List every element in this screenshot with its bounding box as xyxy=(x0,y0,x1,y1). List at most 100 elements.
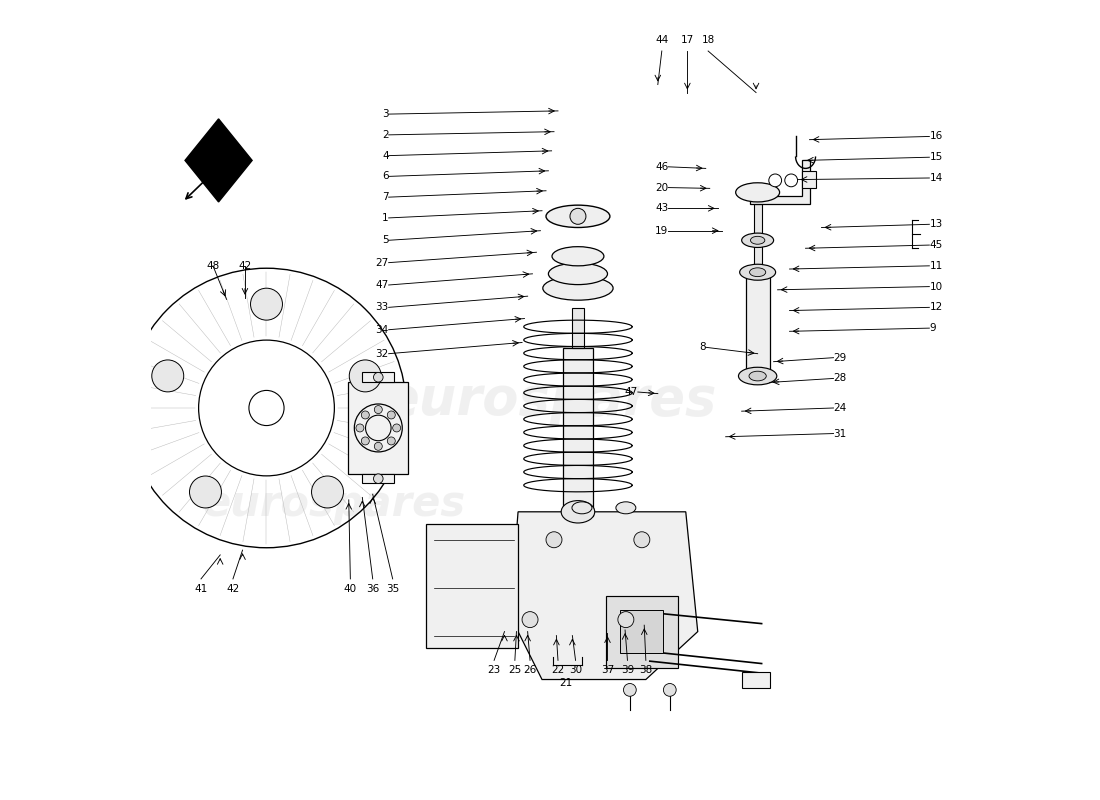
Text: 10: 10 xyxy=(930,282,943,291)
Ellipse shape xyxy=(552,246,604,266)
Text: 5: 5 xyxy=(382,235,388,246)
Bar xyxy=(620,610,663,653)
Text: 36: 36 xyxy=(366,584,379,594)
Bar xyxy=(802,170,816,188)
Text: 13: 13 xyxy=(930,219,943,230)
Text: 39: 39 xyxy=(620,665,634,675)
Text: 46: 46 xyxy=(654,162,668,172)
Ellipse shape xyxy=(546,205,609,227)
Text: 44: 44 xyxy=(656,34,669,45)
Text: 26: 26 xyxy=(524,665,537,675)
Circle shape xyxy=(624,683,636,696)
Text: 30: 30 xyxy=(569,665,582,675)
Circle shape xyxy=(361,437,370,445)
Ellipse shape xyxy=(736,182,780,202)
Circle shape xyxy=(387,411,395,419)
Ellipse shape xyxy=(738,367,777,385)
Text: 33: 33 xyxy=(375,302,388,312)
Text: 14: 14 xyxy=(930,173,943,183)
Circle shape xyxy=(361,411,370,419)
Bar xyxy=(563,348,593,516)
Circle shape xyxy=(374,406,383,414)
Polygon shape xyxy=(510,512,697,679)
Text: 27: 27 xyxy=(375,258,388,268)
Ellipse shape xyxy=(749,268,766,277)
Text: 21: 21 xyxy=(559,678,573,688)
Ellipse shape xyxy=(741,233,773,247)
Circle shape xyxy=(570,208,586,224)
Text: 18: 18 xyxy=(702,34,715,45)
Text: 24: 24 xyxy=(834,403,847,413)
Text: 12: 12 xyxy=(930,302,943,312)
Text: 15: 15 xyxy=(930,152,943,162)
Circle shape xyxy=(311,476,343,508)
Bar xyxy=(606,596,678,667)
Polygon shape xyxy=(750,161,810,204)
Circle shape xyxy=(618,612,634,628)
Text: 38: 38 xyxy=(639,665,652,675)
Circle shape xyxy=(634,532,650,548)
Text: 16: 16 xyxy=(930,131,943,142)
Circle shape xyxy=(663,683,676,696)
Polygon shape xyxy=(426,524,518,647)
Circle shape xyxy=(152,360,184,392)
Text: 48: 48 xyxy=(207,261,220,271)
Text: 2: 2 xyxy=(382,130,388,140)
Text: 45: 45 xyxy=(930,240,943,250)
Text: 9: 9 xyxy=(930,323,936,333)
Circle shape xyxy=(374,442,383,450)
Text: eurospares: eurospares xyxy=(202,483,466,525)
Text: 41: 41 xyxy=(195,584,208,594)
Text: 11: 11 xyxy=(930,261,943,271)
Ellipse shape xyxy=(542,276,613,300)
Ellipse shape xyxy=(549,263,607,285)
Text: 47: 47 xyxy=(625,387,638,397)
Text: eurospares: eurospares xyxy=(383,374,717,426)
Text: 42: 42 xyxy=(239,261,252,271)
Text: 7: 7 xyxy=(382,192,388,202)
Bar xyxy=(754,204,761,272)
Bar xyxy=(362,373,394,382)
Text: 17: 17 xyxy=(681,34,694,45)
Ellipse shape xyxy=(739,264,776,280)
Circle shape xyxy=(784,174,798,186)
Polygon shape xyxy=(741,671,770,687)
Text: 37: 37 xyxy=(601,665,614,675)
Text: 4: 4 xyxy=(382,150,388,161)
Text: 19: 19 xyxy=(654,226,668,236)
Circle shape xyxy=(374,474,383,483)
Text: 31: 31 xyxy=(834,429,847,438)
Text: 23: 23 xyxy=(487,665,500,675)
Polygon shape xyxy=(185,119,252,202)
Text: 20: 20 xyxy=(656,182,668,193)
Ellipse shape xyxy=(750,236,764,244)
Circle shape xyxy=(374,373,383,382)
Circle shape xyxy=(522,612,538,628)
Bar xyxy=(746,272,770,376)
Circle shape xyxy=(393,424,400,432)
Text: 29: 29 xyxy=(834,353,847,362)
Circle shape xyxy=(387,437,395,445)
Text: 47: 47 xyxy=(375,280,388,290)
Text: 32: 32 xyxy=(375,349,388,358)
Ellipse shape xyxy=(616,502,636,514)
Text: 3: 3 xyxy=(382,109,388,119)
Bar xyxy=(362,474,394,483)
Text: 1: 1 xyxy=(382,213,388,223)
Text: 28: 28 xyxy=(834,374,847,383)
Ellipse shape xyxy=(561,501,595,523)
Circle shape xyxy=(769,174,782,186)
Circle shape xyxy=(350,360,382,392)
Text: 8: 8 xyxy=(700,342,706,352)
Ellipse shape xyxy=(749,371,767,381)
FancyBboxPatch shape xyxy=(349,382,408,474)
Circle shape xyxy=(356,424,364,432)
Circle shape xyxy=(546,532,562,548)
Text: 43: 43 xyxy=(654,203,668,214)
Bar xyxy=(572,308,583,348)
Circle shape xyxy=(251,288,283,320)
Ellipse shape xyxy=(572,502,592,514)
Text: 34: 34 xyxy=(375,325,388,334)
Circle shape xyxy=(189,476,221,508)
Text: 40: 40 xyxy=(344,584,356,594)
